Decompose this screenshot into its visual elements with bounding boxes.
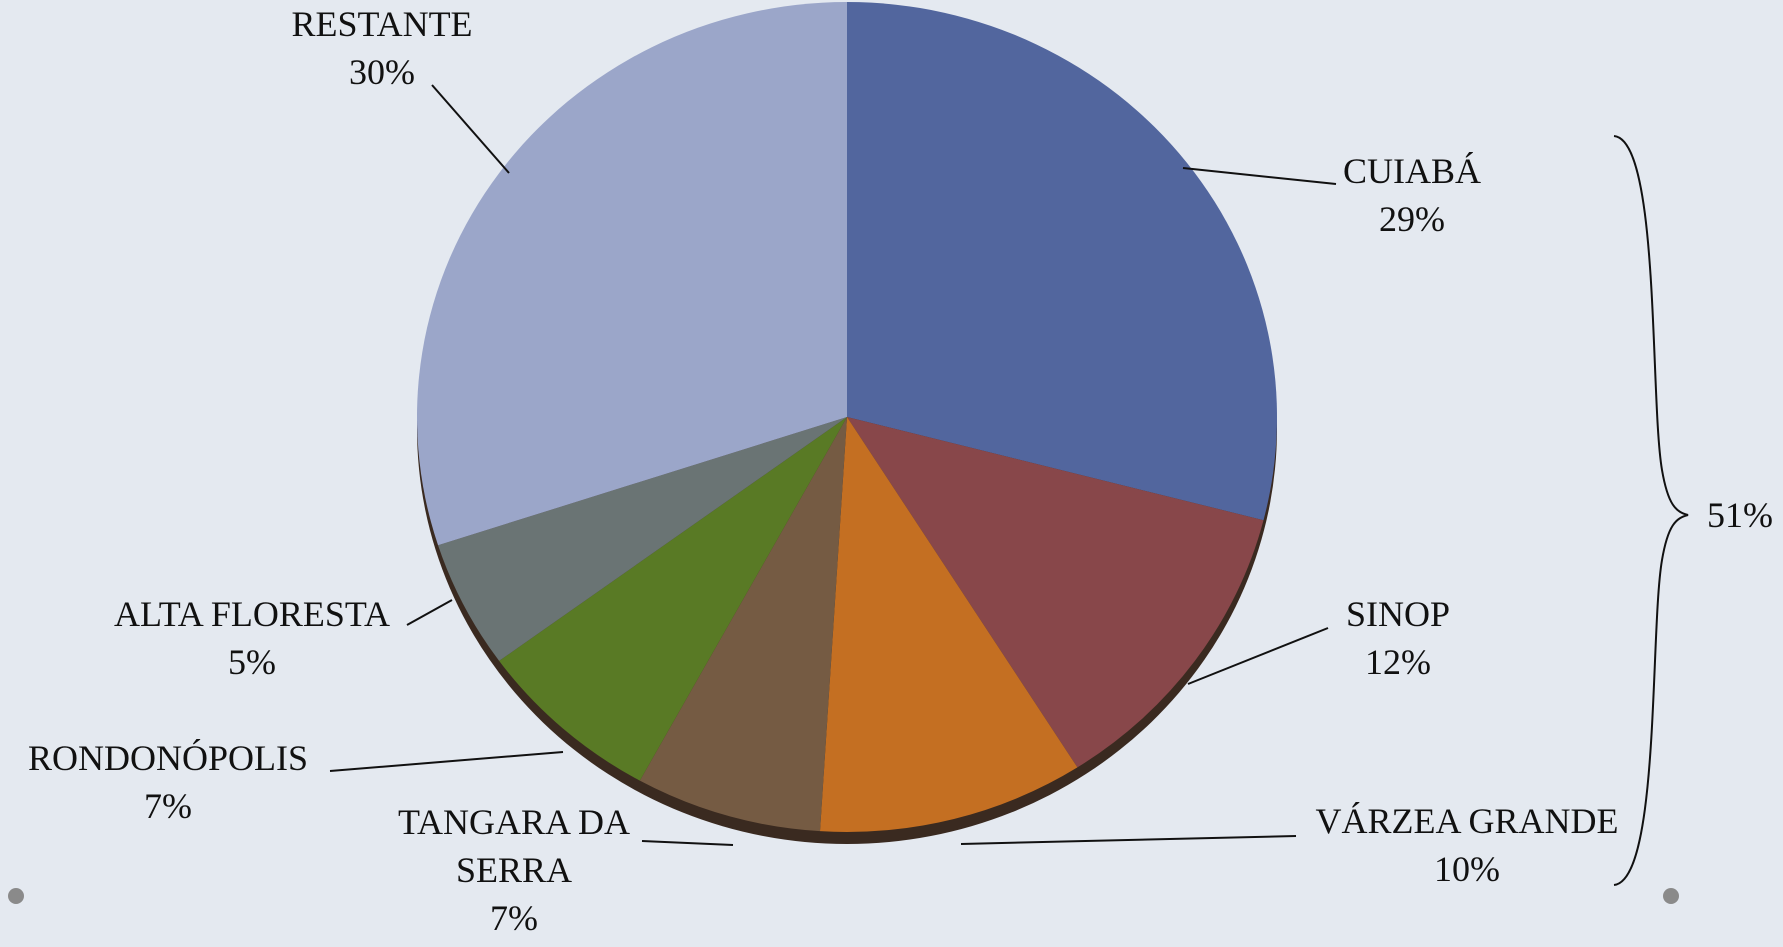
slice-label: RESTANTE 30% bbox=[272, 0, 492, 96]
value-label: 12% bbox=[1365, 642, 1431, 682]
pie-slice bbox=[438, 417, 847, 661]
leader-line bbox=[1182, 167, 1337, 185]
leader-line bbox=[406, 599, 453, 626]
category-name: RESTANTE bbox=[291, 4, 473, 44]
pie-slice bbox=[847, 2, 1277, 521]
leader-line bbox=[329, 751, 564, 772]
category-name: VÁRZEA GRANDE bbox=[1315, 801, 1619, 841]
value-label: 5% bbox=[228, 642, 276, 682]
value-label: 10% bbox=[1434, 849, 1500, 889]
leader-line bbox=[431, 84, 510, 174]
annotation: 51% bbox=[1707, 495, 1773, 535]
leader-line bbox=[960, 835, 1297, 845]
pie-slice bbox=[639, 417, 847, 832]
pie-slice bbox=[820, 417, 1078, 832]
handle-dot bbox=[8, 888, 24, 904]
value-label: 30% bbox=[349, 52, 415, 92]
value-label: 7% bbox=[144, 786, 192, 826]
slice-label: TANGARA DA SERRA 7% bbox=[379, 798, 649, 942]
category-name: RONDONÓPOLIS bbox=[27, 738, 309, 778]
brace bbox=[1613, 135, 1689, 886]
slice-label: RONDONÓPOLIS 7% bbox=[3, 734, 333, 830]
category-name: CUIABÁ bbox=[1342, 151, 1481, 191]
category-name: SINOP bbox=[1345, 594, 1451, 634]
category-name: ALTA FLORESTA bbox=[114, 594, 390, 634]
slice-label: CUIABÁ 29% bbox=[1312, 147, 1512, 243]
category-name: TANGARA DA SERRA bbox=[397, 802, 631, 890]
slice-label: VÁRZEA GRANDE 10% bbox=[1297, 797, 1637, 893]
slice-label: ALTA FLORESTA 5% bbox=[92, 590, 412, 686]
pie-slice bbox=[847, 417, 1264, 768]
handle-dot bbox=[1663, 888, 1679, 904]
slice-label: SINOP 12% bbox=[1298, 590, 1498, 686]
value-label: 29% bbox=[1379, 199, 1445, 239]
pie-slice bbox=[499, 417, 847, 781]
value-label: 7% bbox=[490, 898, 538, 938]
leader-line bbox=[641, 840, 734, 846]
leader-line bbox=[1187, 627, 1329, 685]
pie-slice bbox=[416, 2, 847, 546]
